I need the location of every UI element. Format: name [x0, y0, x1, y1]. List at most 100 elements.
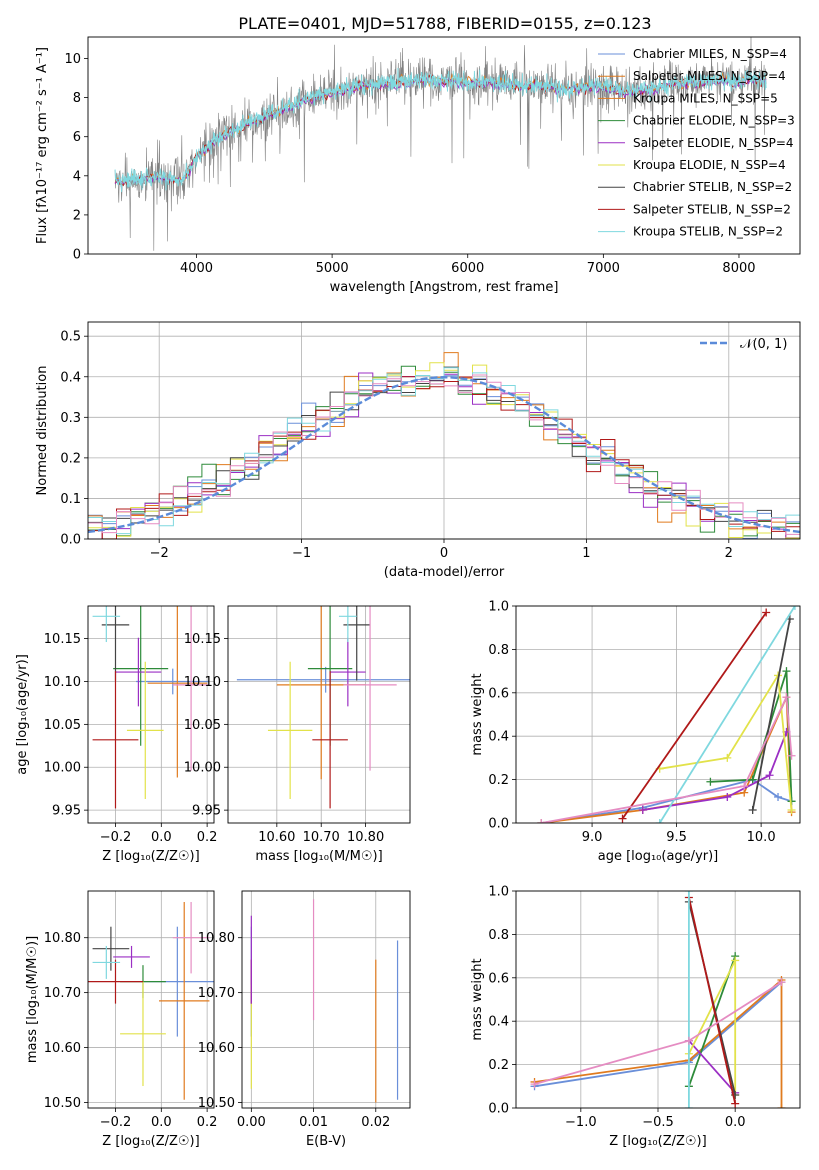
legend-label: Chabrier ELODIE, N_SSP=3 [633, 114, 795, 128]
y-axis-label: mass [log₁₀(M/M☉)] [25, 936, 40, 1063]
legend-label: Chabrier MILES, N_SSP=4 [633, 47, 787, 61]
chart-age-weight: 9.0 9.5 10.0 0.0 0.2 0.4 0.6 0.8 1.0 age [log₁₀(a… [470, 600, 801, 864]
y-axis-label: Normed distribution [35, 366, 50, 496]
x-axis-label: wavelength [Angstrom, rest frame] [330, 280, 559, 295]
y-tick-label: 10.10 [184, 675, 221, 690]
axes-frame [241, 890, 411, 1109]
chart-mass-age: 10.60 10.70 10.80 9.95 10.00 10.05 10.10 10.15 m… [184, 605, 411, 864]
weight-marker [748, 775, 757, 784]
weight-marker [787, 805, 796, 814]
plot-area-z-weight [530, 891, 786, 1108]
legend: 𝒩(0, 1) [700, 337, 787, 352]
x-tick-label: 6000 [451, 261, 484, 276]
plot-area-residuals [88, 352, 800, 539]
axes-frame [87, 605, 215, 824]
y-tick-label: 0.3 [60, 411, 81, 426]
x-tick-label: 0.01 [299, 1115, 328, 1130]
x-tick-label: 10.0 [747, 830, 776, 845]
weight-marker [530, 1080, 539, 1089]
x-tick-label: 0.2 [197, 1115, 218, 1130]
weight-marker [731, 1099, 740, 1108]
histogram-step-line [88, 367, 800, 535]
chart-z-mass: −0.2 0.0 0.2 10.50 10.60 10.70 10.80 Z [log₁₀(Z… [25, 890, 218, 1149]
weight-marker [777, 978, 786, 987]
y-tick-label: 1.0 [488, 885, 509, 900]
x-tick-label: −0.5 [642, 1115, 674, 1130]
x-axis-label: age [log₁₀(age/yr)] [598, 849, 719, 864]
y-tick-label: 0.6 [488, 686, 509, 701]
legend-label: Salpeter STELIB, N_SSP=2 [633, 202, 791, 216]
y-tick-label: 10.15 [44, 632, 81, 647]
y-axis-label: Flux [fλ10⁻¹⁷ erg cm⁻² s⁻¹ A⁻¹] [35, 47, 50, 244]
x-tick-label: 0.02 [361, 1115, 390, 1130]
weight-line [658, 606, 796, 823]
x-tick-label: 10.80 [347, 830, 384, 845]
histogram-step-line [88, 374, 800, 535]
y-tick-label: 0.8 [488, 928, 509, 943]
weight-marker [790, 606, 799, 610]
y-tick-label: 6 [73, 130, 81, 145]
plot-area-spectrum [114, 37, 767, 251]
y-tick-label: 0.2 [60, 451, 81, 466]
y-tick-label: 10.50 [198, 1096, 235, 1111]
chart-residuals: −2 −1 0 1 2 0.0 0.1 0.2 0.3 0.4 0.5 (data-model)/er… [35, 321, 801, 580]
x-tick-label: 9.0 [582, 830, 603, 845]
weight-line [642, 731, 788, 811]
weight-marker [684, 1104, 693, 1108]
chart-z-weight: −1.0 −0.5 0.0 0.0 0.2 0.4 0.6 0.8 1.0 Z [log₁₀(Z/… [470, 885, 801, 1149]
gaussian-curve [88, 375, 800, 534]
y-tick-label: 0.5 [60, 330, 81, 345]
x-tick-label: 2 [725, 546, 733, 561]
plot-area-mass-age [236, 606, 410, 809]
x-tick-label: −1 [292, 546, 311, 561]
weight-line [688, 1040, 736, 1094]
plot-area-z-age [92, 606, 210, 809]
x-tick-label: −0.2 [100, 1115, 132, 1130]
x-tick-label: 10.60 [258, 830, 295, 845]
weight-marker [638, 805, 647, 814]
plot-area-z-mass [88, 901, 214, 1100]
weight-marker [748, 805, 757, 814]
axes-frame [227, 605, 411, 824]
x-axis-label: E(B-V) [306, 1134, 346, 1149]
weight-marker [537, 819, 546, 823]
x-tick-label: −0.2 [100, 830, 132, 845]
legend-label: Salpeter MILES, N_SSP=4 [633, 69, 786, 83]
weight-marker [762, 608, 771, 617]
y-tick-label: 1.0 [488, 600, 509, 615]
y-tick-label: 2 [73, 208, 81, 223]
x-tick-label: 4000 [180, 261, 213, 276]
weight-marker [782, 693, 791, 702]
y-tick-label: 10.80 [198, 931, 235, 946]
figure-title: PLATE=0401, MJD=51788, FIBERID=0155, z=0… [238, 14, 651, 33]
weight-marker [740, 782, 749, 791]
weight-line [751, 618, 791, 811]
x-axis-label: (data-model)/error [384, 565, 505, 580]
weight-marker [782, 667, 791, 676]
y-tick-label: 10.60 [44, 1041, 81, 1056]
y-axis-label: mass weight [470, 958, 485, 1040]
y-tick-label: 0.0 [488, 1102, 509, 1117]
y-tick-label: 10.10 [44, 675, 81, 690]
weight-marker [723, 753, 732, 762]
x-tick-label: 0.0 [151, 830, 172, 845]
weight-line [659, 672, 793, 811]
x-axis-label: mass [log₁₀(M/M☉)] [255, 849, 382, 864]
weight-marker [765, 771, 774, 780]
x-tick-label: 0.2 [197, 830, 218, 845]
y-tick-label: 0.1 [60, 492, 81, 507]
y-tick-label: 10.15 [184, 632, 221, 647]
y-tick-label: 0.4 [488, 1015, 509, 1030]
y-tick-label: 0.6 [488, 971, 509, 986]
y-tick-label: 0.0 [60, 533, 81, 548]
weight-marker [655, 819, 664, 823]
y-tick-label: 10.00 [44, 761, 81, 776]
x-tick-label: 9.5 [666, 830, 687, 845]
weight-marker [777, 1104, 786, 1108]
y-tick-label: 8 [73, 91, 81, 106]
y-tick-label: 10.00 [184, 761, 221, 776]
legend-label: 𝒩(0, 1) [740, 337, 787, 352]
y-tick-label: 10.70 [198, 986, 235, 1001]
weight-marker [684, 1036, 693, 1045]
